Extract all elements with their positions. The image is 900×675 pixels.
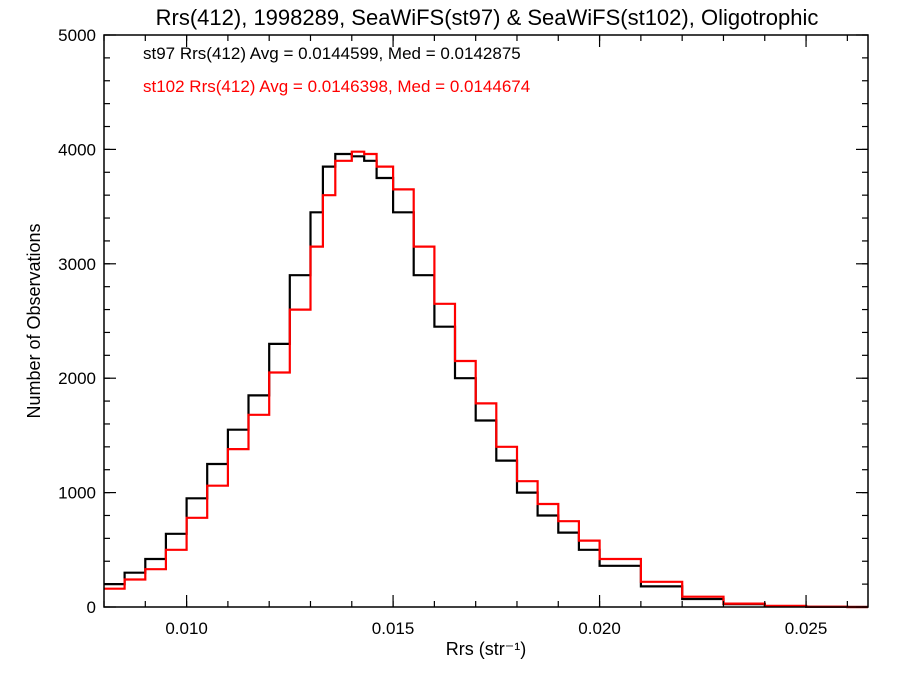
series-line-0 bbox=[104, 152, 868, 609]
y-tick-label: 3000 bbox=[58, 255, 96, 274]
y-tick-label: 5000 bbox=[58, 26, 96, 45]
y-axis-label: Number of Observations bbox=[24, 223, 44, 418]
x-tick-label: 0.020 bbox=[578, 619, 621, 638]
y-tick-label: 4000 bbox=[58, 140, 96, 159]
y-tick-label: 2000 bbox=[58, 369, 96, 388]
x-tick-label: 0.025 bbox=[785, 619, 828, 638]
annotation-st97: st97 Rrs(412) Avg = 0.0144599, Med = 0.0… bbox=[143, 44, 521, 63]
ticks-layer: 0.010 0.015 0.020 0.025 0 1000 2000 3000 4000 500… bbox=[58, 26, 868, 638]
series-layer bbox=[104, 150, 868, 609]
y-tick-label: 1000 bbox=[58, 484, 96, 503]
annotation-st102: st102 Rrs(412) Avg = 0.0146398, Med = 0.… bbox=[143, 77, 530, 96]
x-axis-label: Rrs (str⁻¹) bbox=[446, 639, 526, 659]
series-line-1 bbox=[104, 150, 868, 609]
chart-title: Rrs(412), 1998289, SeaWiFS(st97) & SeaWi… bbox=[156, 5, 819, 30]
x-tick-label: 0.015 bbox=[372, 619, 415, 638]
x-tick-label: 0.010 bbox=[165, 619, 208, 638]
y-tick-label: 0 bbox=[87, 598, 96, 617]
plot-frame bbox=[103, 34, 869, 608]
